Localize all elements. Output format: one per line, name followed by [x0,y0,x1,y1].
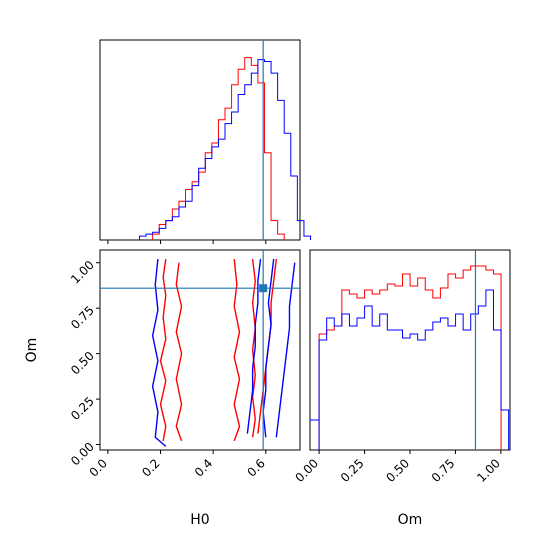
joint-ytick-label-4: 1.00 [68,258,97,287]
om-xtick-label-1: 0.25 [338,456,367,485]
joint-contour-0-0 [159,258,167,442]
joint-truth-marker [259,284,268,293]
joint-xtick-label-0: 0.0 [87,456,110,479]
joint-contour-0-2 [233,259,241,442]
om-hist-series-0 [318,265,502,450]
joint-frame [99,249,301,451]
joint-ytick-label-2: 0.50 [68,349,97,378]
joint-y-axis-label: Om [24,338,40,363]
joint-xtick-label-1: 0.2 [139,456,162,479]
joint-contour-panel: 0.0 0.2 0.4 0.60.000.250.500.751.00 [68,249,301,480]
om-xtick-label-4: 1.00 [474,456,503,485]
joint-xtick-label-2: 0.4 [192,456,215,479]
om-histogram-panel: 0.00 0.25 0.50 0.75 1.00 [292,249,511,485]
om-xtick-label-3: 0.75 [429,456,458,485]
joint-ytick-label-1: 0.25 [68,394,97,423]
joint-contour-0-1 [175,262,183,442]
h0-hist-series-0 [152,57,285,240]
h0-hist-series-1 [138,59,312,240]
joint-ytick-label-3: 0.75 [68,303,97,332]
om-hist-series-1 [318,289,510,450]
om-xtick-label-0: 0.00 [292,456,321,485]
h0-histogram-panel [99,39,312,244]
joint-xtick-label-3: 0.6 [245,456,268,479]
om-xtick-label-2: 0.50 [383,456,412,485]
h0-hist-frame [99,39,301,241]
joint-x-axis-label: H0 [190,512,209,528]
joint-contour-1-3 [275,262,296,438]
om-x-axis-label: Om [398,512,423,528]
joint-contour-1-0 [151,259,167,447]
